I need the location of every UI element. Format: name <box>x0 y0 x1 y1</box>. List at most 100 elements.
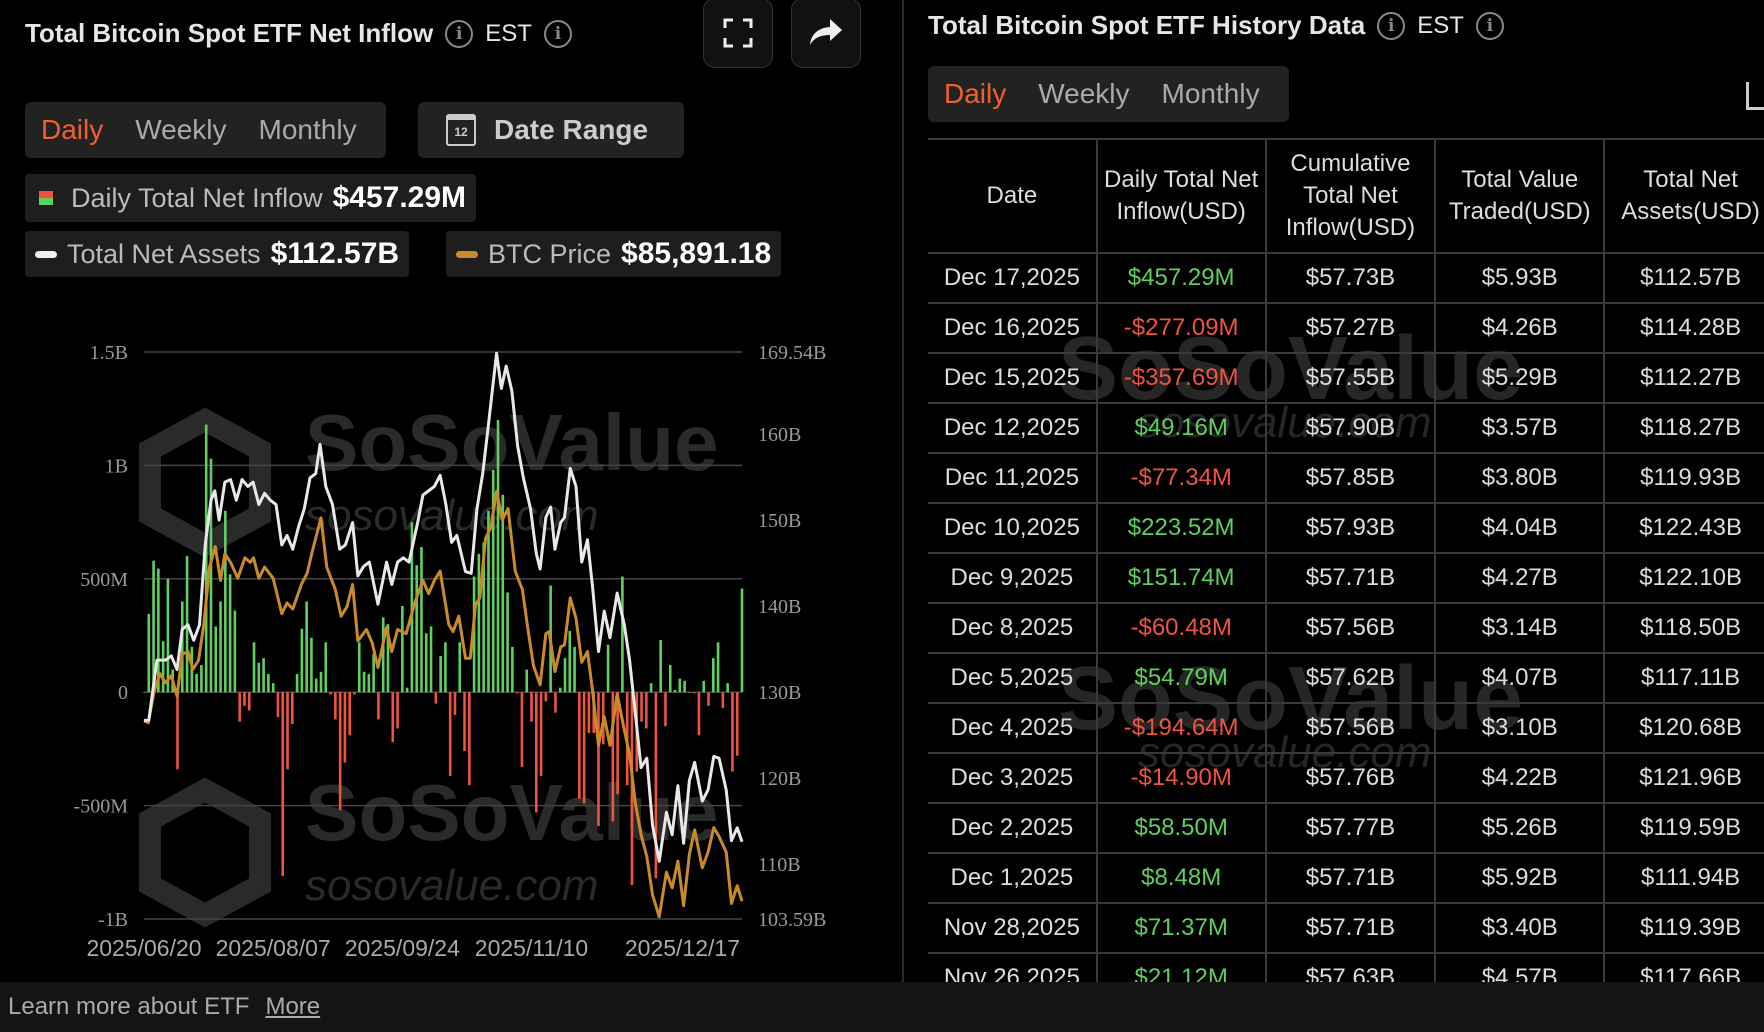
info-icon[interactable]: i <box>1377 11 1406 40</box>
tab-weekly[interactable]: Weekly <box>135 114 227 145</box>
inflow-bar[interactable] <box>429 626 433 693</box>
inflow-bar[interactable] <box>271 683 275 693</box>
inflow-bar[interactable] <box>692 692 696 694</box>
info-icon[interactable]: i <box>543 19 572 48</box>
inflow-bar[interactable] <box>482 542 485 693</box>
inflow-bar[interactable] <box>295 674 299 693</box>
inflow-bar[interactable] <box>209 458 213 693</box>
inflow-bar[interactable] <box>157 568 160 693</box>
inflow-bar[interactable] <box>180 601 184 693</box>
inflow-bar[interactable] <box>582 692 586 804</box>
inflow-bar[interactable] <box>286 692 289 770</box>
table-row[interactable]: Dec 5,2025 $54.79M $57.62B $4.07B $117.11B <box>928 652 1764 704</box>
inflow-bar[interactable] <box>554 692 557 713</box>
inflow-bar[interactable] <box>611 692 615 822</box>
inflow-bar[interactable] <box>463 692 466 752</box>
inflow-bar[interactable] <box>238 692 241 722</box>
inflow-bar[interactable] <box>314 678 318 693</box>
fullscreen-button[interactable] <box>703 0 773 68</box>
table-row[interactable]: Dec 8,2025 -$60.48M $57.56B $3.14B $118.50B <box>928 602 1764 654</box>
inflow-bar[interactable] <box>501 494 505 693</box>
tab-weekly[interactable]: Weekly <box>1038 78 1130 109</box>
inflow-bar[interactable] <box>372 653 375 693</box>
inflow-bar[interactable] <box>534 692 538 813</box>
inflow-bar[interactable] <box>247 692 251 711</box>
inflow-bar[interactable] <box>243 692 246 706</box>
table-row[interactable]: Dec 10,2025 $223.52M $57.93B $4.04B $122.43B <box>928 502 1764 554</box>
inflow-bar[interactable] <box>305 601 308 693</box>
inflow-bar[interactable] <box>616 692 619 795</box>
inflow-bar[interactable] <box>353 692 356 695</box>
total-net-assets-line[interactable] <box>144 351 744 863</box>
inflow-bar[interactable] <box>496 420 500 693</box>
inflow-bar[interactable] <box>678 678 682 693</box>
table-row[interactable]: Dec 1,2025 $8.48M $57.71B $5.92B $111.94B <box>928 852 1764 904</box>
inflow-bar[interactable] <box>664 692 667 727</box>
inflow-bar[interactable] <box>142 692 146 693</box>
inflow-bar[interactable] <box>673 689 677 693</box>
inflow-bar[interactable] <box>291 692 294 724</box>
legend-btc-price[interactable]: BTC Price $85,891.18 <box>446 231 782 277</box>
table-row[interactable]: Dec 15,2025 -$357.69M $57.55B $5.29B $112.27… <box>928 352 1764 404</box>
inflow-bar[interactable] <box>362 671 366 693</box>
inflow-bar[interactable] <box>506 592 509 693</box>
inflow-bar[interactable] <box>420 547 423 693</box>
inflow-bar[interactable] <box>381 617 385 693</box>
tab-daily[interactable]: Daily <box>41 114 104 145</box>
inflow-bar[interactable] <box>401 606 404 693</box>
history-table-container[interactable]: SoSoValue sosovalue.com SoSoValue sosova… <box>928 138 1764 982</box>
inflow-bar[interactable] <box>343 692 347 763</box>
inflow-bar[interactable] <box>310 637 313 693</box>
inflow-bar[interactable] <box>176 692 179 770</box>
inflow-bar[interactable] <box>539 692 543 777</box>
table-row[interactable]: Dec 12,2025 $49.16M $57.90B $3.57B $118.27B <box>928 402 1764 454</box>
inflow-bar[interactable] <box>319 671 323 693</box>
inflow-bar[interactable] <box>630 692 634 885</box>
inflow-bar[interactable] <box>324 642 328 693</box>
inflow-bar[interactable] <box>688 692 691 693</box>
inflow-bar[interactable] <box>252 642 256 693</box>
btc-price-line[interactable] <box>143 489 744 919</box>
table-row[interactable]: Nov 28,2025 $71.37M $57.71B $3.40B $119.39B <box>928 902 1764 954</box>
inflow-bar[interactable] <box>568 630 572 693</box>
legend-total-net-assets[interactable]: Total Net Assets $112.57B <box>25 231 410 277</box>
inflow-bar[interactable] <box>649 683 653 693</box>
table-row[interactable]: Dec 16,2025 -$277.09M $57.27B $4.26B $114.28… <box>928 302 1764 354</box>
inflow-bar[interactable] <box>348 692 352 736</box>
inflow-bar[interactable] <box>434 692 438 704</box>
inflow-bar[interactable] <box>195 674 198 693</box>
inflow-bar[interactable] <box>711 658 715 693</box>
inflow-bar[interactable] <box>257 662 261 693</box>
download-icon[interactable] <box>1746 82 1764 110</box>
inflow-bar[interactable] <box>573 646 576 693</box>
inflow-bar[interactable] <box>544 692 548 702</box>
inflow-bar[interactable] <box>458 642 462 693</box>
table-row[interactable]: Dec 4,2025 -$194.64M $57.56B $3.10B $120.68B <box>928 702 1764 754</box>
inflow-bar[interactable] <box>214 626 218 693</box>
inflow-bar[interactable] <box>697 692 701 736</box>
inflow-bar[interactable] <box>377 692 380 720</box>
inflow-bar[interactable] <box>640 692 643 722</box>
inflow-bar[interactable] <box>391 692 395 743</box>
inflow-bar[interactable] <box>410 522 414 693</box>
inflow-bar[interactable] <box>276 692 280 718</box>
inflow-bar[interactable] <box>654 692 658 879</box>
inflow-bar[interactable] <box>487 510 490 693</box>
inflow-bar[interactable] <box>334 692 337 720</box>
tab-monthly[interactable]: Monthly <box>258 114 357 145</box>
inflow-bar[interactable] <box>444 642 447 693</box>
inflow-bar[interactable] <box>716 642 720 693</box>
inflow-bar[interactable] <box>491 469 495 693</box>
table-row[interactable]: Dec 9,2025 $151.74M $57.71B $4.27B $122.10B <box>928 552 1764 604</box>
inflow-bar[interactable] <box>415 565 418 693</box>
inflow-bar[interactable] <box>740 588 744 693</box>
table-row[interactable]: Dec 2,2025 $58.50M $57.77B $5.26B $119.59B <box>928 802 1764 854</box>
inflow-bar[interactable] <box>357 642 361 693</box>
info-icon[interactable]: i <box>1475 11 1504 40</box>
tab-monthly[interactable]: Monthly <box>1161 78 1260 109</box>
inflow-bar[interactable] <box>721 692 725 709</box>
inflow-bar[interactable] <box>300 628 304 693</box>
inflow-bar[interactable] <box>735 692 739 756</box>
inflow-bar[interactable] <box>563 658 567 693</box>
inflow-bar[interactable] <box>621 576 624 693</box>
